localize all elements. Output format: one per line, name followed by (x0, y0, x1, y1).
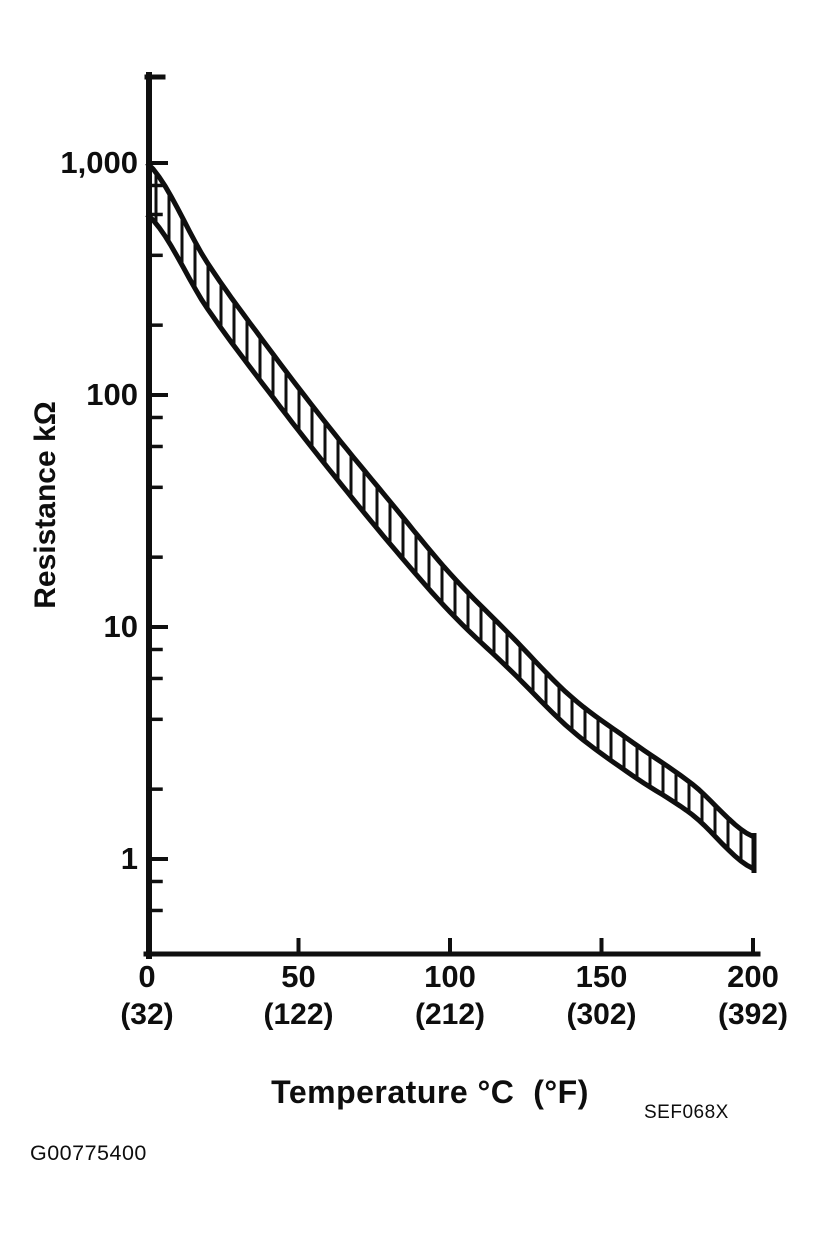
lower-limit-curve (145, 212, 755, 871)
x-tick-label-f-100: (212) (414, 998, 486, 1031)
figure-code: SEF068X (644, 1102, 729, 1123)
y-tick-label-1000: 1,000 (60, 145, 138, 180)
x-tick-label-f-50: (122) (263, 998, 334, 1031)
x-tick-label-f-150: (302) (566, 998, 637, 1031)
x-tick-label-c-200: 200 (727, 959, 779, 994)
x-axis-ticks (296, 938, 755, 956)
x-tick-label-f-200: (392) (717, 998, 789, 1031)
x-tick-label-c-100: 100 (424, 959, 476, 994)
y-tick-label-100: 100 (86, 377, 138, 412)
y-tick-label-10: 10 (103, 609, 138, 644)
x-tick-label-c-0: 0 (138, 959, 156, 994)
x-tick-label-c-150: 150 (575, 959, 628, 994)
y-axis-title: Resistance kΩ (29, 401, 62, 609)
document-code: G00775400 (30, 1141, 147, 1165)
x-tick-label-c-50: 50 (281, 959, 316, 994)
band-hatching (154, 173, 743, 861)
y-axis-ticks (147, 161, 168, 913)
axes (143, 72, 761, 959)
x-tick-label-f-0: (32) (120, 998, 174, 1031)
y-tick-label-1: 1 (120, 841, 138, 876)
upper-limit-curve (145, 161, 755, 839)
x-axis-title: Temperature °C (°F) (271, 1074, 589, 1110)
